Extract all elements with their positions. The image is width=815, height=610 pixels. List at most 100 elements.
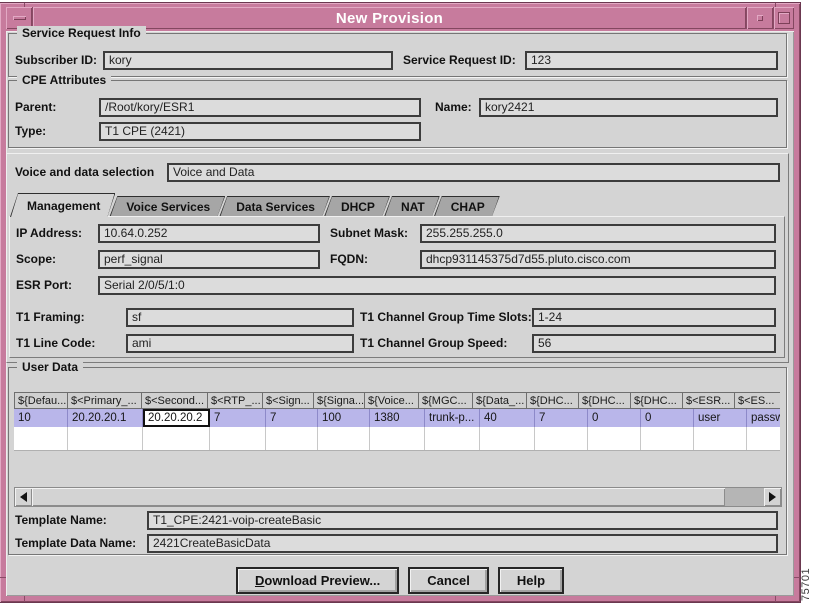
form-row: T1 Line Code: T1 Channel Group Speed:	[16, 333, 776, 353]
column-header[interactable]: $<Sign...	[262, 392, 314, 409]
fqdn-input[interactable]	[420, 249, 776, 269]
column-header[interactable]: ${DHC...	[578, 392, 631, 409]
scroll-left-button[interactable]	[15, 488, 32, 506]
voice-data-selection-input[interactable]	[167, 162, 780, 182]
name-label: Name:	[435, 100, 472, 114]
maximize-button[interactable]	[774, 7, 794, 29]
t1-channel-group-time-slots-input[interactable]	[532, 307, 776, 327]
template-data-name-input[interactable]	[147, 533, 778, 553]
esr-port-input[interactable]	[98, 275, 776, 295]
button-row: Download Preview... Cancel Help	[6, 567, 794, 594]
table-cell[interactable]: 1380	[370, 409, 425, 427]
subnet-mask-input[interactable]	[420, 223, 776, 243]
table-cell-empty	[370, 427, 425, 450]
template-name-input[interactable]	[147, 510, 778, 530]
scrollbar-track[interactable]	[725, 488, 764, 506]
title-bar[interactable]: New Provision	[6, 7, 794, 29]
column-header[interactable]: ${Data_...	[472, 392, 527, 409]
group-title: Service Request Info	[17, 26, 146, 40]
window-frame-notch	[794, 577, 800, 578]
t1-framing-label: T1 Framing:	[16, 310, 85, 324]
column-header[interactable]: ${Defau...	[14, 392, 68, 409]
management-tab-panel: IP Address: Subnet Mask: Scope: FQDN: ES…	[9, 216, 785, 358]
window-frame-notch	[775, 3, 776, 7]
table-row-empty[interactable]	[14, 427, 780, 451]
ip-address-input[interactable]	[98, 223, 320, 243]
table-cell-empty	[425, 427, 480, 450]
table-cell[interactable]: trunk-p...	[425, 409, 480, 427]
name-input[interactable]	[479, 97, 778, 117]
scroll-right-button[interactable]	[764, 488, 781, 506]
table-cell[interactable]: 10	[14, 409, 68, 427]
table-cell-empty	[68, 427, 143, 450]
form-row: ESR Port:	[16, 275, 776, 295]
table-cell[interactable]: 100	[318, 409, 370, 427]
table-cell[interactable]: 7	[266, 409, 318, 427]
form-row: Template Name:	[15, 510, 778, 530]
tab-chap[interactable]: CHAP	[434, 196, 500, 217]
template-name-label: Template Name:	[15, 513, 107, 527]
subscriber-id-input[interactable]	[103, 50, 393, 70]
column-header[interactable]: ${Signa...	[313, 392, 365, 409]
column-header[interactable]: $<RTP_...	[207, 392, 263, 409]
download-preview-button[interactable]: Download Preview...	[235, 567, 400, 594]
tab-dhcp[interactable]: DHCP	[324, 196, 390, 217]
t1-channel-group-speed-label: T1 Channel Group Speed:	[360, 336, 508, 350]
table-cell[interactable]: user	[694, 409, 747, 427]
table-cell[interactable]: 20.20.20.1	[68, 409, 143, 427]
column-header[interactable]: $<Second...	[141, 392, 208, 409]
help-button[interactable]: Help	[497, 567, 565, 594]
form-row: Voice and data selection	[15, 162, 780, 182]
t1-framing-input[interactable]	[126, 307, 354, 327]
type-input[interactable]	[99, 121, 421, 141]
tab-nat[interactable]: NAT	[384, 196, 440, 217]
figure-number: 75701	[800, 567, 812, 601]
scope-input[interactable]	[98, 249, 320, 269]
group-title: User Data	[17, 360, 84, 374]
column-header[interactable]: ${DHC...	[630, 392, 683, 409]
table-cell[interactable]: 0	[588, 409, 641, 427]
table-cell[interactable]: 40	[480, 409, 535, 427]
column-header[interactable]: ${DHC...	[526, 392, 579, 409]
form-row: Scope: FQDN:	[16, 249, 776, 269]
fqdn-label: FQDN:	[330, 252, 368, 266]
column-header[interactable]: ${Voice...	[364, 392, 419, 409]
table-row-selected[interactable]: 10 20.20.20.1 20.20.20.2 7 7 100 1380 tr…	[14, 409, 780, 427]
column-header[interactable]: ${MGC...	[418, 392, 473, 409]
window-frame-notch	[24, 596, 25, 602]
tab-management[interactable]: Management	[10, 193, 115, 217]
window-frame-notch	[0, 577, 6, 578]
group-cpe-attributes: CPE Attributes Parent: Name: Type:	[8, 73, 787, 148]
tab-data-services[interactable]: Data Services	[219, 196, 330, 217]
voice-data-selection-label: Voice and data selection	[15, 165, 155, 179]
parent-input[interactable]	[99, 97, 421, 117]
scope-label: Scope:	[16, 252, 57, 266]
column-header[interactable]: $<ES...	[734, 392, 780, 409]
table-cell[interactable]: 7	[535, 409, 588, 427]
column-header[interactable]: $<ESR...	[682, 392, 735, 409]
scrollbar-thumb[interactable]	[32, 488, 725, 506]
form-row: Subscriber ID: Service Request ID:	[15, 50, 778, 70]
table-cell-editing[interactable]: 20.20.20.2	[143, 409, 210, 427]
t1-channel-group-speed-input[interactable]	[532, 333, 776, 353]
new-provision-window: New Provision Service Request Info Subsc…	[0, 3, 800, 602]
minimize-icon	[757, 15, 763, 21]
cancel-button[interactable]: Cancel	[408, 567, 489, 594]
esr-port-label: ESR Port:	[16, 278, 73, 292]
subnet-mask-label: Subnet Mask:	[330, 226, 409, 240]
column-header[interactable]: $<Primary_...	[67, 392, 142, 409]
subscriber-id-label: Subscriber ID:	[15, 53, 98, 67]
dialog-body: Service Request Info Subscriber ID: Serv…	[6, 26, 794, 596]
window-menu-button[interactable]	[6, 7, 32, 29]
t1-channel-group-time-slots-label: T1 Channel Group Time Slots:	[360, 310, 532, 324]
table-cell[interactable]: 0	[641, 409, 694, 427]
horizontal-scrollbar[interactable]	[14, 487, 782, 507]
table-cell[interactable]: 7	[210, 409, 266, 427]
service-request-id-input[interactable]	[525, 50, 778, 70]
t1-line-code-input[interactable]	[126, 333, 354, 353]
tab-voice-services[interactable]: Voice Services	[109, 196, 225, 217]
table-cell[interactable]: passw...	[747, 409, 780, 427]
minimize-button[interactable]	[747, 7, 773, 29]
tab-bar: Management Voice Services Data Services …	[10, 193, 500, 217]
